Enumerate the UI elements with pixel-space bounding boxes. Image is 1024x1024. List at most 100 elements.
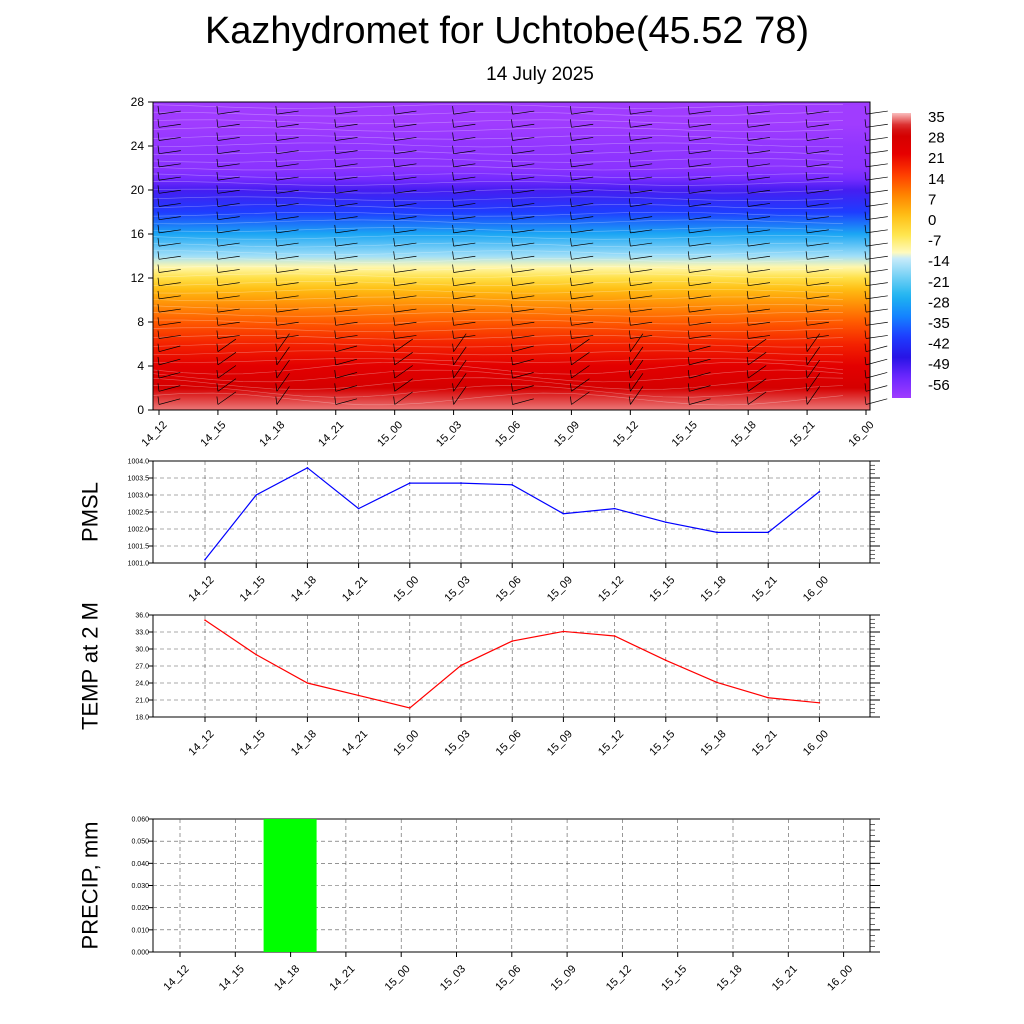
- wind-barb: [748, 216, 771, 221]
- wind-barb-flag: [864, 224, 867, 233]
- wind-barb-flag: [334, 251, 337, 260]
- wind-barb-flag: [746, 277, 749, 286]
- wind-barb-flag: [393, 172, 396, 181]
- x-tick-label: 14_21: [340, 728, 370, 758]
- wind-barb-flag: [334, 224, 337, 233]
- wind-barb: [630, 321, 653, 326]
- colorbar-label: -35: [928, 315, 950, 332]
- wind-barb-flag: [805, 383, 808, 392]
- wind-barb-flag: [687, 370, 690, 379]
- wind-barb: [276, 269, 299, 273]
- wind-barb-flag: [864, 370, 867, 379]
- wind-barb-flag: [157, 317, 160, 326]
- wind-barb: [806, 359, 820, 379]
- wind-barb: [807, 137, 829, 141]
- wind-barb: [394, 163, 417, 168]
- wind-barb: [807, 110, 829, 115]
- wind-barb-flag: [805, 343, 808, 352]
- wind-barb-flag: [452, 172, 454, 181]
- wind-barb: [689, 229, 712, 234]
- contour-line: [152, 211, 844, 217]
- wind-barb-flag: [157, 277, 160, 286]
- x-tick-label: 15_12: [596, 574, 626, 604]
- wind-barb-flag: [511, 238, 513, 247]
- wind-barb-flag: [864, 330, 867, 339]
- wind-barb: [689, 255, 712, 260]
- data-point: [460, 482, 462, 484]
- wind-barb: [630, 295, 653, 300]
- wind-barb-flag: [805, 396, 808, 405]
- contour-line: [152, 369, 844, 383]
- wind-barb-flag: [570, 145, 572, 154]
- wind-barb-flag: [746, 251, 749, 260]
- wind-barb-flag: [157, 238, 160, 247]
- wind-barb-flag: [157, 145, 160, 154]
- wind-barb-flag: [157, 370, 160, 379]
- wind-barb: [689, 150, 712, 155]
- wind-barb: [158, 203, 181, 207]
- wind-barb-flag: [864, 211, 867, 220]
- data-point: [716, 531, 718, 534]
- wind-barb: [630, 255, 653, 260]
- wind-barb-flag: [452, 145, 454, 154]
- wind-barb-flag: [570, 185, 572, 194]
- x-tick-label: 15_09: [545, 728, 575, 758]
- wind-barb: [689, 335, 712, 339]
- y-tick-label: 1004.0: [128, 459, 150, 466]
- wind-barb-flag: [805, 251, 808, 260]
- wind-barb: [689, 385, 711, 392]
- wind-barb: [394, 123, 417, 128]
- wind-barb: [335, 295, 358, 300]
- wind-barb: [276, 163, 299, 168]
- contour-line: [152, 111, 844, 117]
- wind-barb-flag: [275, 224, 278, 233]
- wind-barb: [158, 150, 181, 155]
- contour-line: [152, 273, 844, 279]
- wind-barb: [630, 269, 653, 273]
- wind-barb: [807, 335, 829, 339]
- colorbar-label: 35: [928, 109, 945, 126]
- contour-line: [152, 104, 844, 109]
- wind-barb-flag: [628, 356, 631, 365]
- wind-barb: [158, 358, 181, 366]
- wind-barb: [335, 398, 358, 405]
- wind-barb-flag: [452, 158, 454, 167]
- wind-barb-flag: [628, 119, 631, 128]
- y-tick-label: 18.0: [135, 715, 149, 722]
- wind-barb-flag: [511, 290, 513, 299]
- wind-barb: [158, 123, 181, 128]
- contour-line: [152, 361, 844, 375]
- wind-barb-flag: [452, 251, 454, 260]
- data-point: [511, 640, 513, 642]
- wind-barb: [512, 242, 535, 247]
- wind-barb: [571, 216, 594, 221]
- wind-barb: [748, 137, 771, 141]
- wind-barb: [276, 229, 299, 234]
- wind-barb: [748, 321, 771, 326]
- wind-barb: [807, 163, 829, 168]
- wind-barb: [630, 137, 653, 141]
- wind-barb-flag: [334, 211, 337, 220]
- x-tick-label: 15_15: [659, 963, 689, 993]
- x-tick-label: 15_21: [770, 963, 800, 993]
- wind-barb: [689, 176, 712, 181]
- wind-barb-flag: [393, 238, 396, 247]
- colorbar-label: 7: [928, 191, 936, 208]
- wind-barb-flag: [805, 317, 808, 326]
- y-tick-label: 24.0: [135, 681, 149, 688]
- y-axis-label: TEMP at 2 M: [78, 602, 103, 730]
- y-tick-label: 16: [131, 227, 145, 241]
- wind-barb: [394, 269, 417, 273]
- wind-barb-flag: [687, 211, 690, 220]
- wind-barb: [630, 335, 653, 339]
- wind-barb-flag: [687, 330, 690, 339]
- wind-barb: [158, 242, 181, 247]
- wind-barb: [217, 255, 240, 260]
- wind-barb-flag: [157, 198, 160, 207]
- wind-barb-flag: [805, 224, 808, 233]
- wind-barb-flag: [216, 356, 219, 365]
- wind-barb-flag: [628, 264, 631, 273]
- y-tick-label: 0.060: [131, 817, 149, 824]
- wind-barb-flag: [157, 396, 160, 405]
- wind-barb: [571, 242, 594, 247]
